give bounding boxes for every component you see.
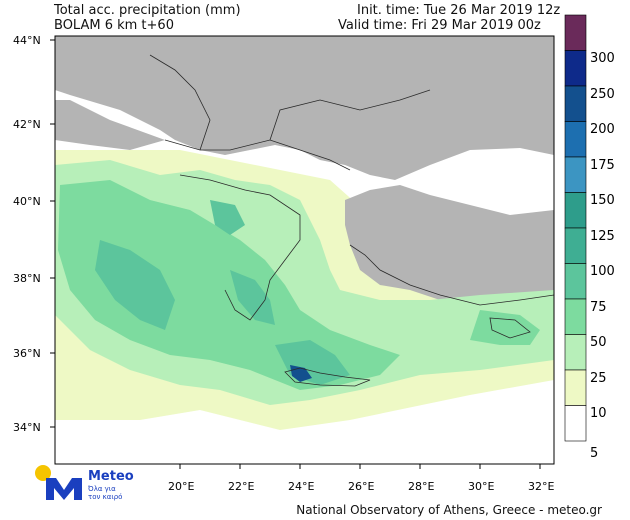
- colorbar-label-10: 10: [590, 406, 607, 421]
- precip-area-ionian: [95, 240, 175, 330]
- meteo-logo: Meteo Όλα για τον καιρό: [34, 464, 144, 504]
- footer-credit: National Observatory of Athens, Greece -…: [296, 503, 602, 517]
- lat-label-40: 40°N: [13, 195, 41, 208]
- lon-label-28: 28°E: [408, 480, 434, 493]
- land-north: [55, 36, 554, 180]
- colorbar-label-150: 150: [590, 193, 615, 208]
- precip-area-peloponnese: [230, 270, 275, 325]
- lon-axis: 20°E 22°E 24°E 26°E 28°E 30°E 32°E: [168, 464, 554, 493]
- init-time: Init. time: Tue 26 Mar 2019 12z: [357, 3, 561, 18]
- coast-crete: [284, 367, 371, 387]
- colorbar-box-50: [564, 298, 587, 335]
- colorbar-box-125: [564, 192, 587, 229]
- lat-label-36: 36°N: [13, 347, 41, 360]
- border-albania-serbia: [149, 54, 211, 151]
- colorbar-label-5: 5: [590, 446, 598, 461]
- lon-label-32: 32°E: [528, 480, 554, 493]
- model-subtitle: BOLAM 6 km t+60: [54, 18, 174, 33]
- coast-greece: [179, 174, 301, 321]
- colorbar-box-25: [564, 334, 587, 371]
- lat-axis: 44°N 42°N 40°N 38°N 36°N 34°N: [13, 34, 55, 434]
- coast-turkey-south: [349, 244, 554, 306]
- lat-label-44: 44°N: [13, 34, 41, 47]
- border-bulgaria: [269, 89, 431, 141]
- colorbar-label-175: 175: [590, 158, 615, 173]
- coast-cyprus: [489, 317, 531, 339]
- colorbar-box-75: [564, 263, 587, 300]
- m-letter-icon: [46, 478, 82, 500]
- colorbar-label-125: 125: [590, 229, 615, 244]
- colorbar-box-200: [564, 85, 587, 122]
- colorbar-label-50: 50: [590, 335, 607, 350]
- lat-label-38: 38°N: [13, 272, 41, 285]
- precip-area-epirus: [210, 200, 245, 235]
- lon-label-22: 22°E: [228, 480, 254, 493]
- lon-label-24: 24°E: [288, 480, 314, 493]
- colorbar-box-250: [564, 50, 587, 87]
- logo-tagline-2: τον καιρό: [88, 493, 122, 501]
- colorbar-box-10: [564, 369, 587, 406]
- logo-brand: Meteo: [88, 469, 134, 484]
- map-area: [55, 36, 554, 464]
- precip-area-25mm: [58, 180, 400, 390]
- colorbar-box-150: [564, 156, 587, 193]
- precip-area-cyprus: [470, 310, 540, 345]
- colorbar-label-100: 100: [590, 264, 615, 279]
- colorbar-label-25: 25: [590, 371, 607, 386]
- logo-tagline-1: Όλα για: [87, 485, 116, 493]
- valid-time: Valid time: Fri 29 Mar 2019 00z: [338, 18, 541, 33]
- colorbar-label-75: 75: [590, 300, 607, 315]
- colorbar-box-100: [564, 227, 587, 264]
- lon-label-26: 26°E: [348, 480, 374, 493]
- lat-label-42: 42°N: [13, 118, 41, 131]
- colorbar-label-300: 300: [590, 51, 615, 66]
- lat-label-34: 34°N: [13, 421, 41, 434]
- land-italy: [55, 100, 165, 150]
- map-frame: [54, 35, 555, 465]
- colorbar: 300 250 200 175 150 125 100 75 50 25 10 …: [564, 14, 615, 461]
- lon-label-30: 30°E: [468, 480, 494, 493]
- colorbar-box-300: [564, 14, 587, 51]
- colorbar-box-5: [564, 405, 587, 442]
- colorbar-label-200: 200: [590, 122, 615, 137]
- map-title: Total acc. precipitation (mm): [54, 3, 241, 18]
- colorbar-label-250: 250: [590, 87, 615, 102]
- lon-label-20: 20°E: [168, 480, 194, 493]
- meteo-logo-mark: Meteo Όλα για τον καιρό: [35, 465, 134, 501]
- colorbar-box-175: [564, 121, 587, 158]
- sun-icon: [35, 465, 51, 481]
